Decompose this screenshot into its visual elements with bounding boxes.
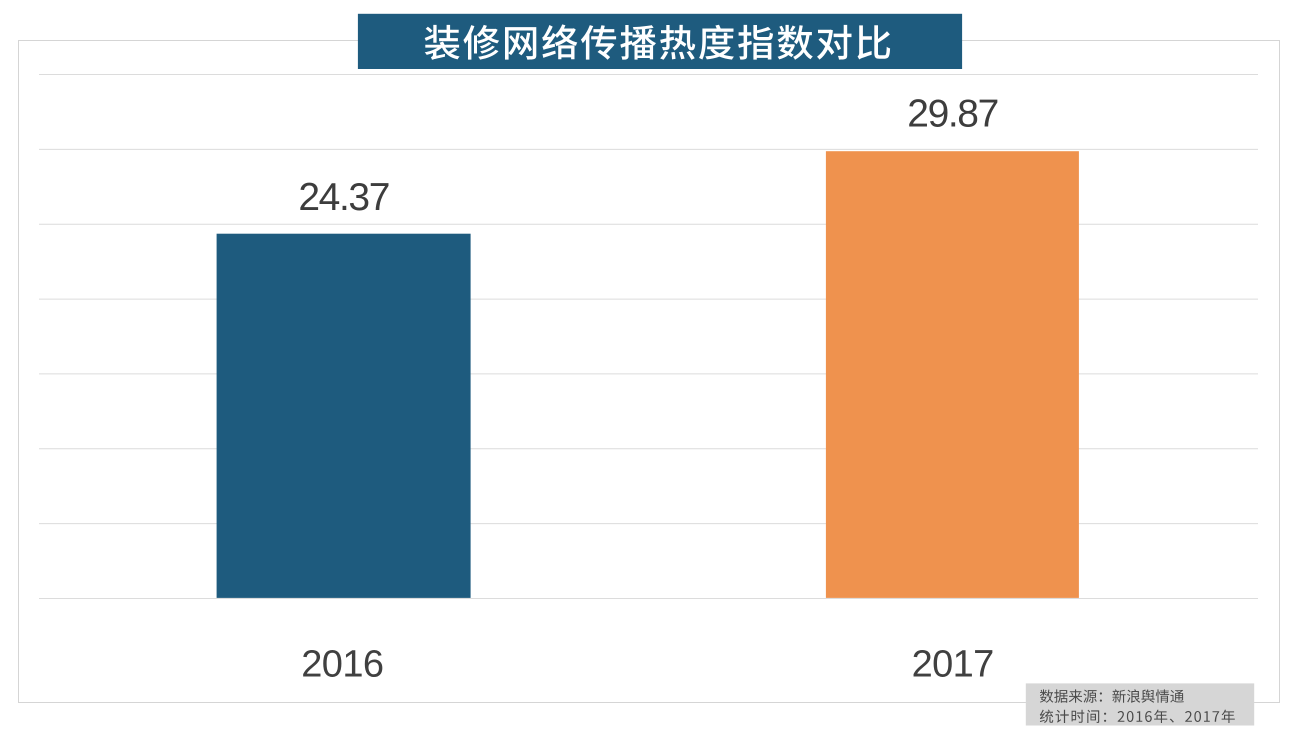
svg-text:2017: 2017 [912, 643, 994, 685]
svg-text:24.37: 24.37 [298, 176, 389, 219]
svg-text:2016: 2016 [301, 643, 383, 685]
svg-text:29.87: 29.87 [907, 93, 998, 136]
